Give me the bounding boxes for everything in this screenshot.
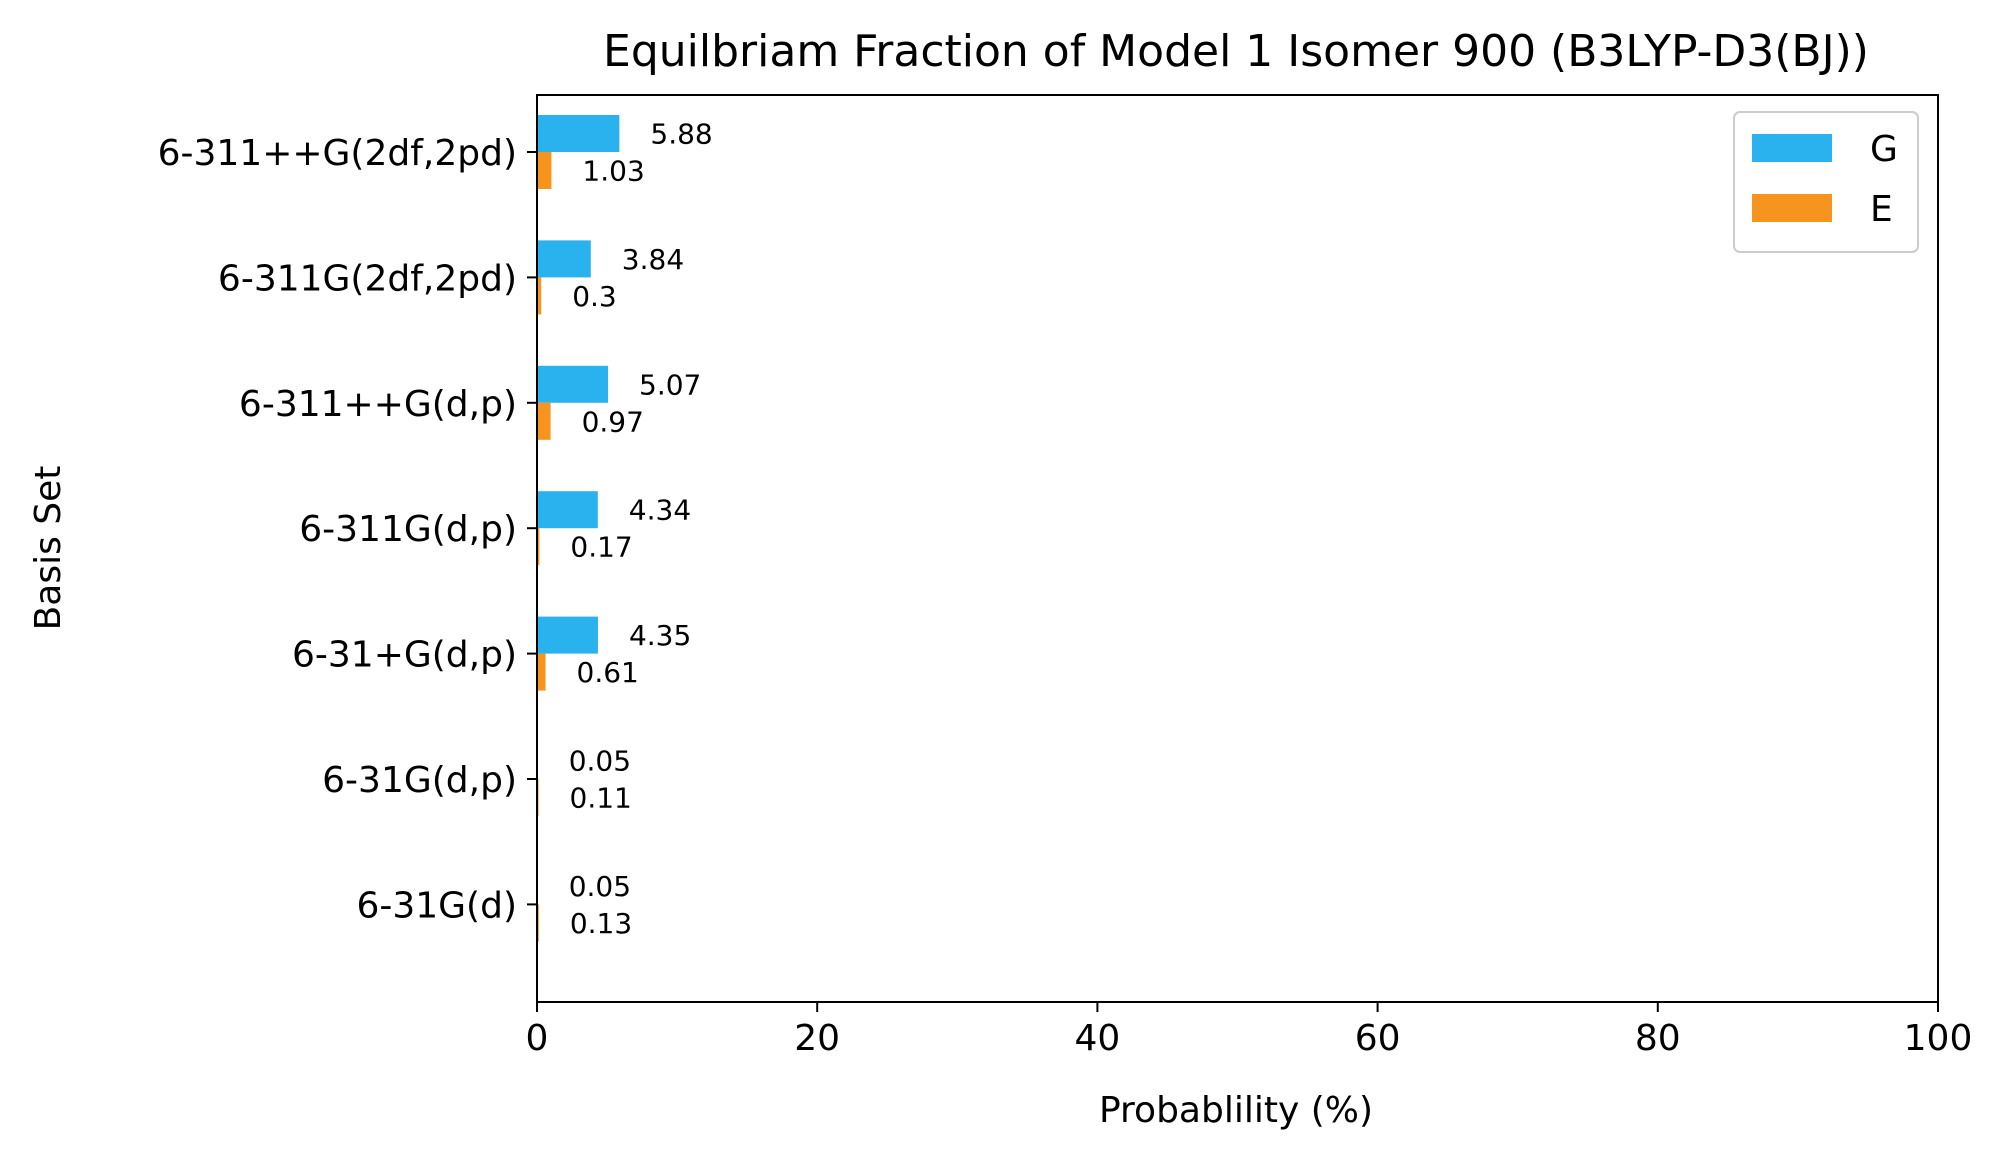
data-label-E-3: 0.17	[570, 531, 632, 564]
data-label-G-3: 4.34	[629, 494, 691, 527]
y-tick-label-0: 6-311++G(2df,2pd)	[158, 133, 517, 174]
x-tick-label-1: 20	[794, 1018, 840, 1059]
x-axis-label: Probablility (%)	[1099, 1090, 1373, 1131]
legend-label-E: E	[1870, 189, 1893, 230]
x-tick-label-2: 40	[1074, 1018, 1120, 1059]
y-tick-label-5: 6-31G(d,p)	[322, 760, 517, 801]
data-label-E-6: 0.13	[570, 907, 632, 940]
x-tick-label-5: 100	[1904, 1018, 1973, 1059]
y-tick-label-4: 6-31+G(d,p)	[292, 635, 517, 676]
bar-E-0	[537, 152, 552, 189]
data-label-E-4: 0.61	[577, 656, 639, 689]
bar-G-4	[537, 616, 598, 654]
bar-G-0	[537, 115, 620, 152]
plot-frame	[536, 94, 1939, 1003]
chart-title: Equilbriam Fraction of Model 1 Isomer 90…	[603, 26, 1869, 77]
data-label-G-6: 0.05	[569, 870, 631, 903]
bar-G-3	[537, 491, 598, 529]
data-label-G-5: 0.05	[569, 745, 631, 778]
x-tick-label-3: 60	[1355, 1018, 1401, 1059]
data-label-G-1: 3.84	[622, 243, 684, 276]
data-label-E-0: 1.03	[582, 155, 644, 188]
plot-area: 5.881.03 3.840.3 5.07 0.97 4.34 0.17 4.35 0.61 0…	[537, 115, 713, 942]
data-label-G-0: 5.88	[650, 118, 712, 151]
y-tick-label-6: 6-31G(d)	[356, 885, 517, 926]
x-axis: 0 20 40 60 80 100	[526, 1002, 1973, 1059]
y-tick-label-2: 6-311++G(d,p)	[239, 384, 517, 425]
data-label-E-5: 0.11	[570, 782, 632, 815]
bar-G-1	[537, 240, 591, 278]
y-axis: 6-311++G(2df,2pd) 6-311G(2df,2pd) 6-311++G…	[158, 133, 537, 926]
bar-E-3	[537, 528, 540, 566]
legend-label-G: G	[1870, 129, 1898, 170]
y-axis-label: Basis Set	[28, 466, 69, 631]
data-label-E-1: 0.3	[572, 280, 617, 313]
y-tick-label-1: 6-311G(2df,2pd)	[218, 258, 517, 299]
x-tick-label-0: 0	[526, 1018, 549, 1059]
bar-E-4	[537, 653, 546, 691]
bar-E-2	[537, 402, 551, 440]
bar-E-1	[537, 277, 542, 315]
bar-G-2	[537, 365, 609, 403]
data-label-G-2: 5.07	[639, 368, 701, 401]
legend-swatch-E	[1752, 194, 1832, 222]
y-tick-label-3: 6-311G(d,p)	[299, 509, 517, 550]
data-label-E-2: 0.97	[582, 405, 644, 438]
legend-swatch-G	[1752, 134, 1832, 162]
x-tick-label-4: 80	[1635, 1018, 1681, 1059]
legend: GE	[1733, 111, 1919, 253]
data-label-G-4: 4.35	[629, 619, 691, 652]
